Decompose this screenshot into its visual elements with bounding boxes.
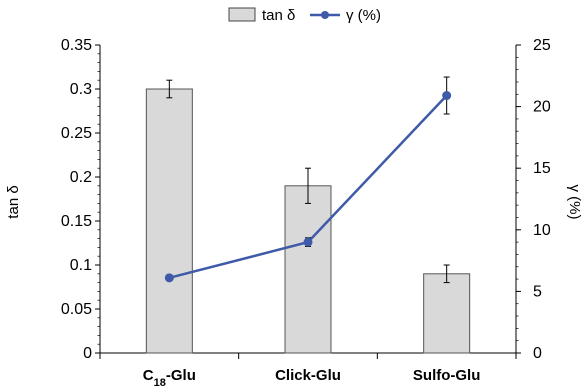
left-tick-label: 0.3 <box>70 81 92 98</box>
legend-bar-label: tan δ <box>262 7 295 24</box>
bar <box>284 185 332 354</box>
right-axis-title: γ (%) <box>566 185 582 220</box>
left-tick-label: 0.1 <box>70 257 92 274</box>
gamma-point <box>164 273 174 283</box>
left-tick-label: 0.05 <box>61 301 92 318</box>
right-tick-label: 15 <box>533 160 551 177</box>
legend-line-marker <box>321 11 329 19</box>
legend-bar-swatch <box>228 7 256 22</box>
left-axis-title: tan δ <box>5 185 22 218</box>
right-tick-label: 5 <box>533 283 542 300</box>
left-tick-label: 0.2 <box>70 169 92 186</box>
category-label: C18-Glu <box>143 367 196 388</box>
right-tick-label: 0 <box>533 345 542 362</box>
legend-line-label: γ (%) <box>346 7 381 24</box>
gamma-point <box>442 91 452 101</box>
legend: tan δ γ (%) <box>228 7 381 24</box>
left-tick-label: 0.25 <box>61 125 92 142</box>
right-tick-label: 10 <box>533 222 551 239</box>
category-label: Sulfo-Glu <box>413 367 481 384</box>
right-tick-label: 25 <box>533 37 551 54</box>
gamma-point <box>303 237 313 247</box>
left-tick-label: 0.15 <box>61 213 92 230</box>
left-tick-label: 0 <box>83 345 92 362</box>
bar <box>423 273 471 354</box>
right-tick-label: 20 <box>533 99 551 116</box>
category-label: Click-Glu <box>275 367 341 384</box>
bar <box>145 88 193 354</box>
left-tick-label: 0.35 <box>61 37 92 54</box>
